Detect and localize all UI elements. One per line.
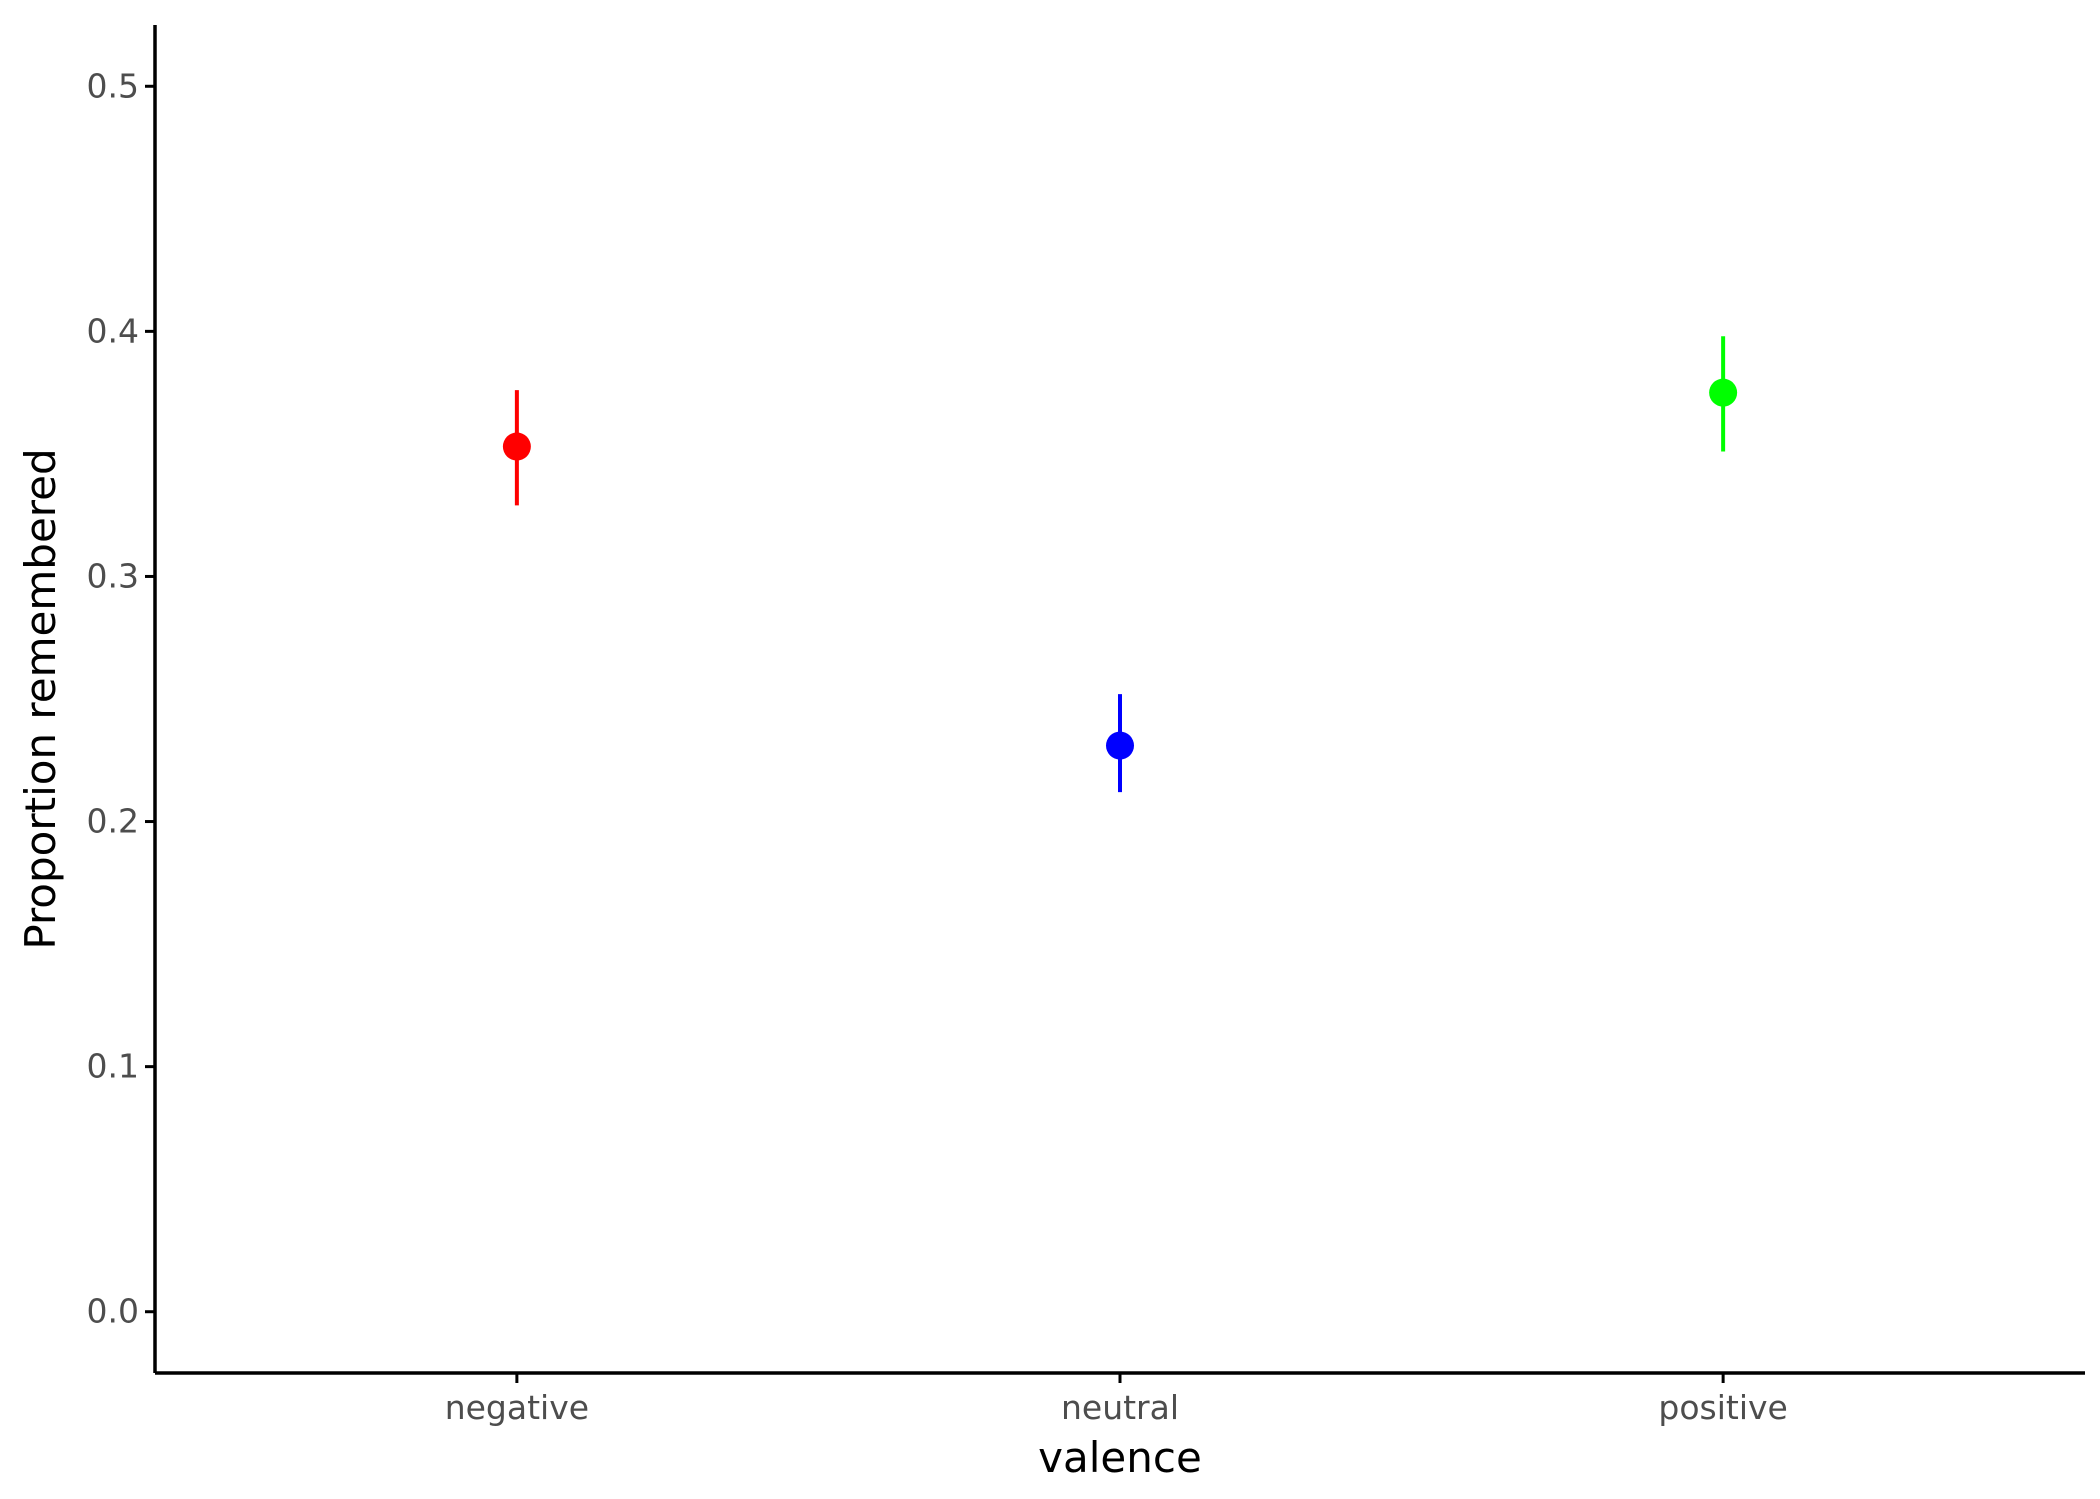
- y-tick-label: 0.0: [87, 1292, 139, 1331]
- x-axis-title: valence: [1038, 1433, 1202, 1482]
- y-tick-label: 0.1: [87, 1047, 139, 1086]
- y-tick-label: 0.2: [87, 802, 139, 841]
- y-tick-label: 0.4: [87, 311, 139, 350]
- point-group-neutral: [1106, 694, 1134, 793]
- plot-area: [502, 336, 1738, 793]
- y-axis-ticks: 0.0 0.1 0.2 0.3 0.4 0.5: [87, 66, 155, 1331]
- x-tick-label-negative: negative: [445, 1388, 589, 1427]
- y-tick-label: 0.5: [87, 66, 139, 105]
- data-point-neutral: [1106, 731, 1134, 760]
- x-axis-ticks: negative neutral positive: [445, 1373, 1788, 1427]
- data-point-positive: [1709, 378, 1738, 407]
- x-tick-label-positive: positive: [1658, 1388, 1787, 1427]
- y-tick-label: 0.3: [87, 556, 139, 595]
- data-point-negative: [502, 432, 531, 461]
- point-group-negative: [502, 390, 531, 506]
- x-tick-label-neutral: neutral: [1061, 1388, 1179, 1427]
- point-group-positive: [1709, 336, 1738, 452]
- y-axis-title: Proportion remembered: [16, 448, 65, 949]
